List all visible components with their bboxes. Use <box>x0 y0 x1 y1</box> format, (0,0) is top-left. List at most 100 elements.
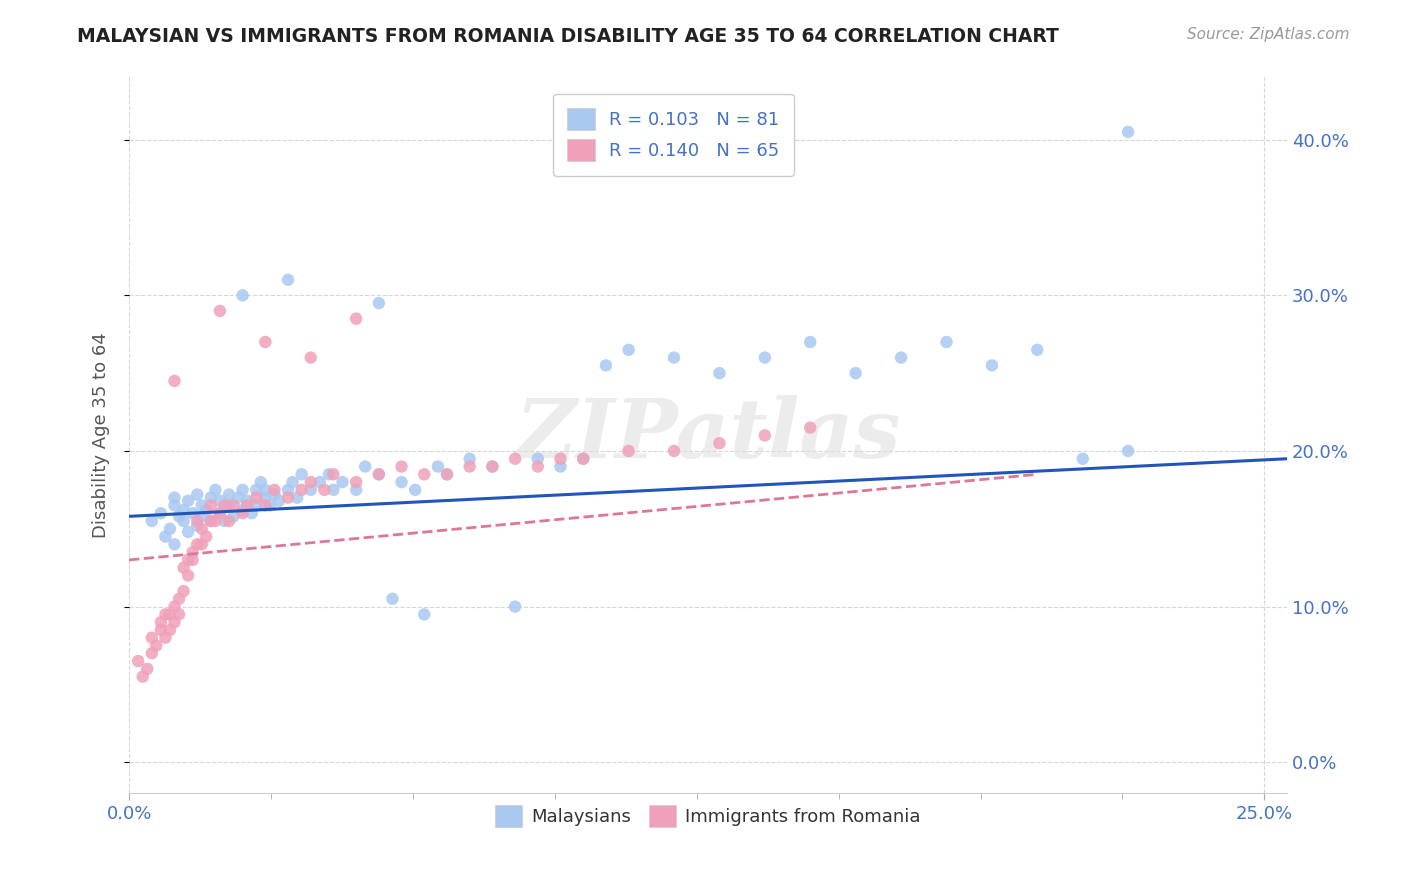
Point <box>754 351 776 365</box>
Point <box>550 459 572 474</box>
Point <box>285 491 308 505</box>
Point <box>503 599 526 614</box>
Point <box>181 506 204 520</box>
Point <box>245 491 267 505</box>
Point <box>186 487 208 501</box>
Point <box>426 459 449 474</box>
Point <box>236 499 259 513</box>
Point <box>332 475 354 489</box>
Point <box>190 509 212 524</box>
Point <box>214 499 236 513</box>
Point <box>314 483 336 497</box>
Point <box>163 537 186 551</box>
Point <box>177 524 200 539</box>
Point <box>709 436 731 450</box>
Point <box>226 491 249 505</box>
Point <box>190 499 212 513</box>
Point <box>617 444 640 458</box>
Point <box>526 451 548 466</box>
Point <box>163 615 186 629</box>
Point <box>195 530 218 544</box>
Point <box>177 568 200 582</box>
Point <box>173 503 195 517</box>
Point <box>277 491 299 505</box>
Point <box>222 509 245 524</box>
Point <box>322 483 344 497</box>
Point <box>662 351 685 365</box>
Point <box>173 560 195 574</box>
Point <box>259 499 281 513</box>
Point <box>281 475 304 489</box>
Point <box>254 491 277 505</box>
Point <box>218 499 240 513</box>
Point <box>344 475 367 489</box>
Point <box>200 514 222 528</box>
Point <box>404 483 426 497</box>
Point <box>181 545 204 559</box>
Point <box>186 518 208 533</box>
Point <box>845 366 868 380</box>
Point <box>200 499 222 513</box>
Point <box>1026 343 1049 357</box>
Point <box>391 475 413 489</box>
Point <box>391 459 413 474</box>
Point <box>145 639 167 653</box>
Point <box>159 607 181 622</box>
Point <box>149 506 172 520</box>
Point <box>163 374 186 388</box>
Point <box>141 646 163 660</box>
Point <box>186 537 208 551</box>
Point <box>208 493 231 508</box>
Point <box>177 493 200 508</box>
Point <box>308 475 330 489</box>
Point <box>204 483 226 497</box>
Point <box>322 467 344 482</box>
Point <box>263 487 285 501</box>
Point <box>214 514 236 528</box>
Point <box>267 493 290 508</box>
Point <box>1116 444 1139 458</box>
Point <box>149 615 172 629</box>
Point <box>240 506 263 520</box>
Point <box>232 506 254 520</box>
Point <box>662 444 685 458</box>
Point <box>236 493 259 508</box>
Point <box>354 459 377 474</box>
Point <box>709 366 731 380</box>
Point <box>218 514 240 528</box>
Point <box>367 467 389 482</box>
Point <box>318 467 340 482</box>
Point <box>173 584 195 599</box>
Point <box>1116 125 1139 139</box>
Point <box>167 509 190 524</box>
Point <box>299 351 322 365</box>
Point <box>127 654 149 668</box>
Point <box>163 499 186 513</box>
Point <box>526 459 548 474</box>
Point <box>131 670 153 684</box>
Point <box>155 607 177 622</box>
Point <box>159 522 181 536</box>
Point <box>167 591 190 606</box>
Legend: Malaysians, Immigrants from Romania: Malaysians, Immigrants from Romania <box>488 798 928 834</box>
Point <box>458 459 481 474</box>
Point <box>1071 451 1094 466</box>
Point <box>195 503 218 517</box>
Point <box>155 530 177 544</box>
Point <box>277 273 299 287</box>
Point <box>754 428 776 442</box>
Point <box>890 351 912 365</box>
Point <box>218 487 240 501</box>
Point <box>291 467 314 482</box>
Point <box>163 491 186 505</box>
Point <box>413 607 436 622</box>
Point <box>208 506 231 520</box>
Point <box>167 607 190 622</box>
Text: Source: ZipAtlas.com: Source: ZipAtlas.com <box>1187 27 1350 42</box>
Point <box>367 467 389 482</box>
Point <box>572 451 595 466</box>
Point <box>935 334 957 349</box>
Point <box>436 467 458 482</box>
Point <box>249 475 271 489</box>
Point <box>595 359 617 373</box>
